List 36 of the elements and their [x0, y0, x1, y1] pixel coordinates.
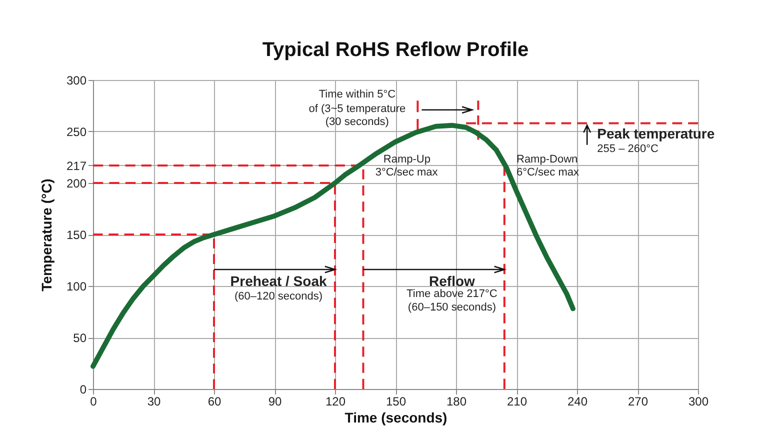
annotation: (60–120 seconds) — [234, 290, 323, 302]
x-tick-label: 60 — [208, 394, 222, 408]
annotation: Reflow — [429, 272, 476, 289]
annotation: (30 seconds) — [325, 116, 389, 128]
annotation: Ramp-Up — [383, 153, 430, 166]
y-axis-title: Temperature (°C) — [38, 178, 54, 292]
y-tick-label: 250 — [66, 125, 87, 139]
annotation: Ramp-Down — [516, 153, 578, 166]
y-tick-label: 200 — [66, 176, 87, 190]
x-tick-label: 30 — [147, 394, 161, 408]
y-tick-label: 0 — [80, 382, 87, 396]
x-tick-label: 300 — [688, 394, 709, 408]
y-tick-label: 300 — [66, 74, 87, 88]
y-tick-label: 150 — [66, 228, 87, 242]
annotation: Time within 5°C — [318, 88, 396, 100]
chart-title: Typical RoHS Reflow Profile — [262, 39, 529, 61]
x-tick-label: 240 — [567, 394, 588, 408]
annotation: 255 – 260°C — [597, 143, 658, 156]
x-tick-label: 210 — [506, 394, 528, 408]
x-tick-label: 180 — [446, 394, 467, 408]
annotation: Time above 217°C — [406, 288, 498, 300]
x-tick-label: 120 — [325, 394, 346, 408]
x-axis-title: Time (seconds) — [344, 410, 448, 426]
annotation: of (3~5 temperature — [308, 102, 406, 115]
annotation: 6°C/sec max — [516, 166, 580, 179]
annotation: (60–150 seconds) — [408, 302, 496, 314]
annotation: Preheat / Soak — [230, 272, 327, 289]
x-tick-label: 270 — [628, 394, 648, 408]
y-tick-label: 217 — [66, 158, 87, 173]
x-tick-label: 150 — [386, 394, 406, 408]
y-tick-label: 50 — [73, 331, 87, 345]
y-tick-label: 100 — [66, 280, 87, 294]
annotation: Peak temperature — [597, 126, 715, 142]
x-tick-label: 90 — [268, 394, 282, 408]
annotation: 3°C/sec max — [375, 166, 438, 179]
x-tick-label: 0 — [90, 394, 98, 408]
